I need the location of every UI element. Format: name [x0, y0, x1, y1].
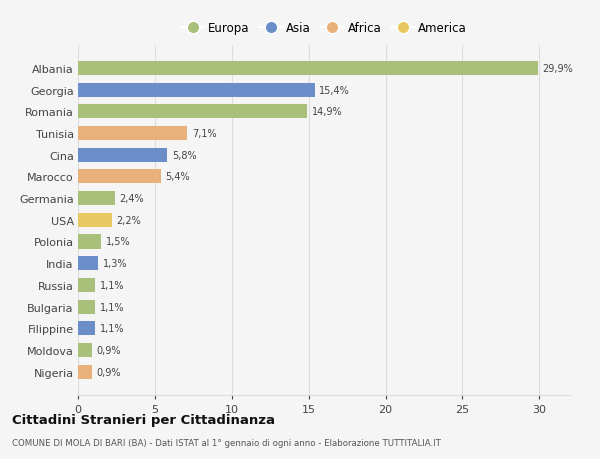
Bar [78, 105, 307, 119]
Text: 5,4%: 5,4% [166, 172, 190, 182]
Text: Cittadini Stranieri per Cittadinanza: Cittadini Stranieri per Cittadinanza [12, 413, 275, 426]
Text: 1,1%: 1,1% [100, 324, 124, 334]
Bar [78, 343, 92, 357]
Text: 7,1%: 7,1% [192, 129, 217, 139]
Text: 5,8%: 5,8% [172, 151, 196, 160]
Bar [78, 170, 161, 184]
Bar [78, 148, 167, 162]
Text: 2,2%: 2,2% [116, 215, 141, 225]
Bar [78, 365, 92, 379]
Bar [78, 127, 187, 141]
Bar [78, 192, 115, 206]
Text: 14,9%: 14,9% [312, 107, 343, 117]
Text: 1,1%: 1,1% [100, 302, 124, 312]
Legend: Europa, Asia, Africa, America: Europa, Asia, Africa, America [176, 17, 472, 39]
Text: 29,9%: 29,9% [542, 64, 573, 74]
Bar [78, 84, 315, 97]
Text: 0,9%: 0,9% [97, 345, 121, 355]
Text: 1,3%: 1,3% [103, 258, 127, 269]
Bar [78, 257, 98, 271]
Text: 0,9%: 0,9% [97, 367, 121, 377]
Bar [78, 62, 538, 76]
Bar [78, 213, 112, 227]
Text: 2,4%: 2,4% [119, 194, 144, 204]
Text: 1,1%: 1,1% [100, 280, 124, 290]
Bar [78, 300, 95, 314]
Text: COMUNE DI MOLA DI BARI (BA) - Dati ISTAT al 1° gennaio di ogni anno - Elaborazio: COMUNE DI MOLA DI BARI (BA) - Dati ISTAT… [12, 438, 441, 448]
Text: 1,5%: 1,5% [106, 237, 130, 247]
Bar [78, 321, 95, 336]
Bar [78, 235, 101, 249]
Bar [78, 278, 95, 292]
Text: 15,4%: 15,4% [319, 85, 350, 95]
